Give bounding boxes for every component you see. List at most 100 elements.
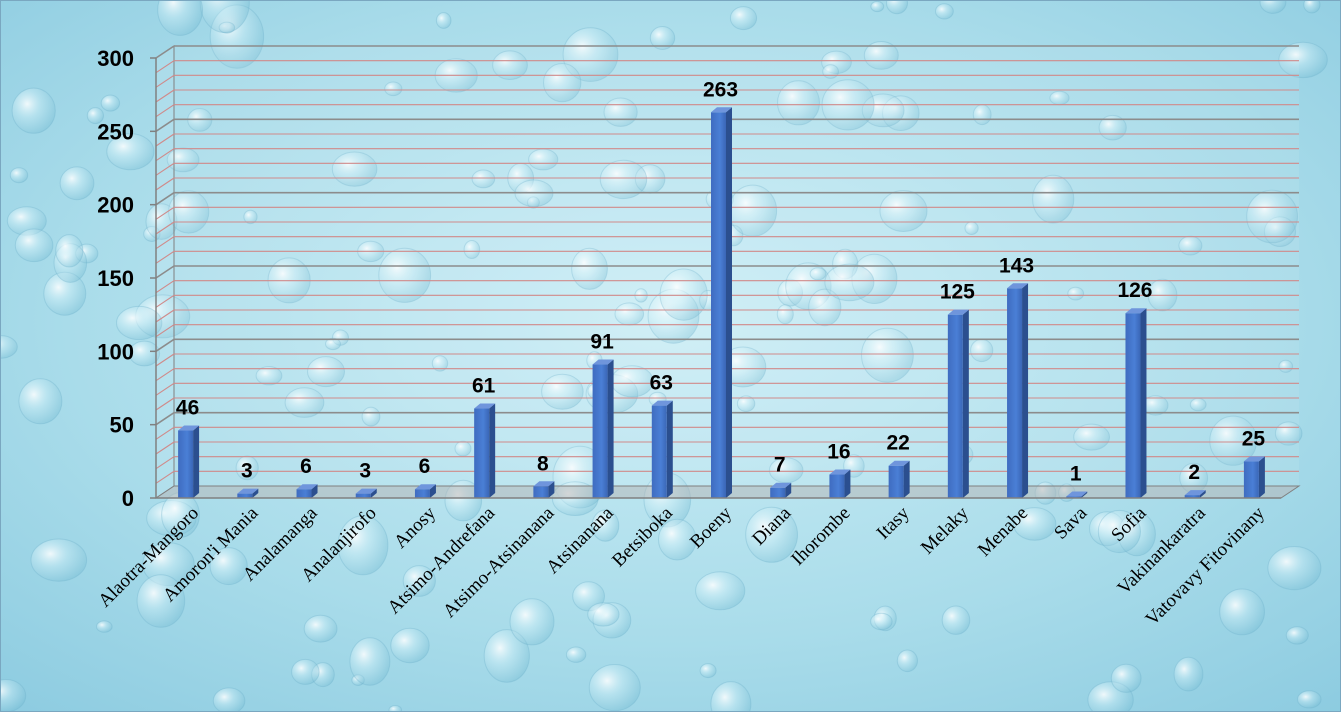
minor-gridline-side [155,162,175,176]
bar-front [592,364,608,498]
water-drop [59,166,95,201]
water-drop [136,574,186,628]
water-drop [463,240,481,259]
water-drop [808,288,842,327]
major-gridline-side [155,118,175,132]
data-label: 126 [1117,279,1152,302]
bar-side [785,482,792,498]
bar-top [237,488,259,494]
bar-side [489,403,496,498]
bar-top [1066,491,1088,497]
minor-gridline-side [155,133,175,147]
minor-gridline-side [155,456,175,470]
water-drop [886,1,908,15]
bar-side [311,484,318,498]
water-drop [337,515,389,576]
water-drop [1278,359,1294,373]
bar-front [1007,288,1023,498]
water-drop [291,658,320,685]
bar-front [947,314,963,498]
minor-gridline-side [155,441,175,455]
water-drop [106,133,155,171]
water-drop [777,80,820,126]
water-drop [349,637,391,686]
y-tick-label: 0 [122,486,134,511]
data-label: 1 [1070,463,1082,486]
water-drop [863,41,899,70]
minor-gridline-side [155,368,175,382]
bar-top [770,482,792,488]
water-drop [384,81,403,97]
bar-side [548,481,555,498]
water-drop [941,605,971,635]
data-label: 143 [999,254,1034,277]
bar [355,488,377,498]
bar [533,481,555,498]
bar [888,460,910,498]
minor-gridline-side [155,148,175,162]
bar [296,484,318,498]
water-drop [1032,174,1075,224]
water-drop [729,6,758,31]
bar-top [592,359,614,365]
data-label: 6 [300,455,312,478]
bar-top [651,400,673,406]
data-label: 3 [359,460,371,483]
bar [1007,283,1029,498]
water-drop [157,1,203,36]
bar [414,484,436,498]
water-drop [1012,507,1057,541]
bar-front [355,493,371,498]
bar-top [1184,490,1206,496]
y-tick-label: 50 [110,413,134,438]
bar-top [414,484,436,490]
minor-gridline-side [155,250,175,264]
water-drop [649,26,676,50]
water-drop [587,602,620,627]
bar-top [355,488,377,494]
water-drop [390,627,430,664]
minor-gridline-side [155,309,175,323]
minor-gridline-side [155,104,175,118]
water-drop [471,169,496,189]
bar-front [770,487,786,498]
minor-gridline-side [155,382,175,396]
bar-front [1125,313,1141,498]
bar-side [1022,283,1029,498]
minor-gridline-side [155,177,175,191]
water-drop [1209,415,1258,466]
bar-front [651,405,667,498]
gridlines [155,45,1299,484]
water-drop [96,620,113,633]
y-tick-label: 200 [97,193,134,218]
water-drop [824,263,875,302]
water-drop [659,268,708,321]
bar-top [1243,456,1265,462]
water-drop [483,629,530,683]
bar [1184,490,1206,498]
data-label: 8 [537,452,549,475]
minor-gridline-side [155,294,175,308]
bars [178,107,1265,499]
minor-gridline-side [155,74,175,88]
y-tick-label: 100 [97,339,134,364]
water-drop [591,509,620,542]
bar-top [947,309,969,315]
bar-side [193,425,200,498]
water-drop [235,455,259,481]
water-drop [1067,286,1085,301]
data-label: 61 [472,375,496,398]
water-drop [55,234,84,268]
water-drop [100,94,121,112]
minor-gridline-side [155,324,175,338]
water-drop [1,335,18,359]
water-drop [255,366,283,386]
bar [1243,456,1265,498]
major-gridline-side [155,192,175,206]
water-drop [809,267,827,281]
water-drop [212,687,246,711]
major-gridline-side [155,45,175,59]
bar-side [1140,308,1147,498]
data-label: 22 [886,432,909,455]
bar-front [178,430,194,498]
